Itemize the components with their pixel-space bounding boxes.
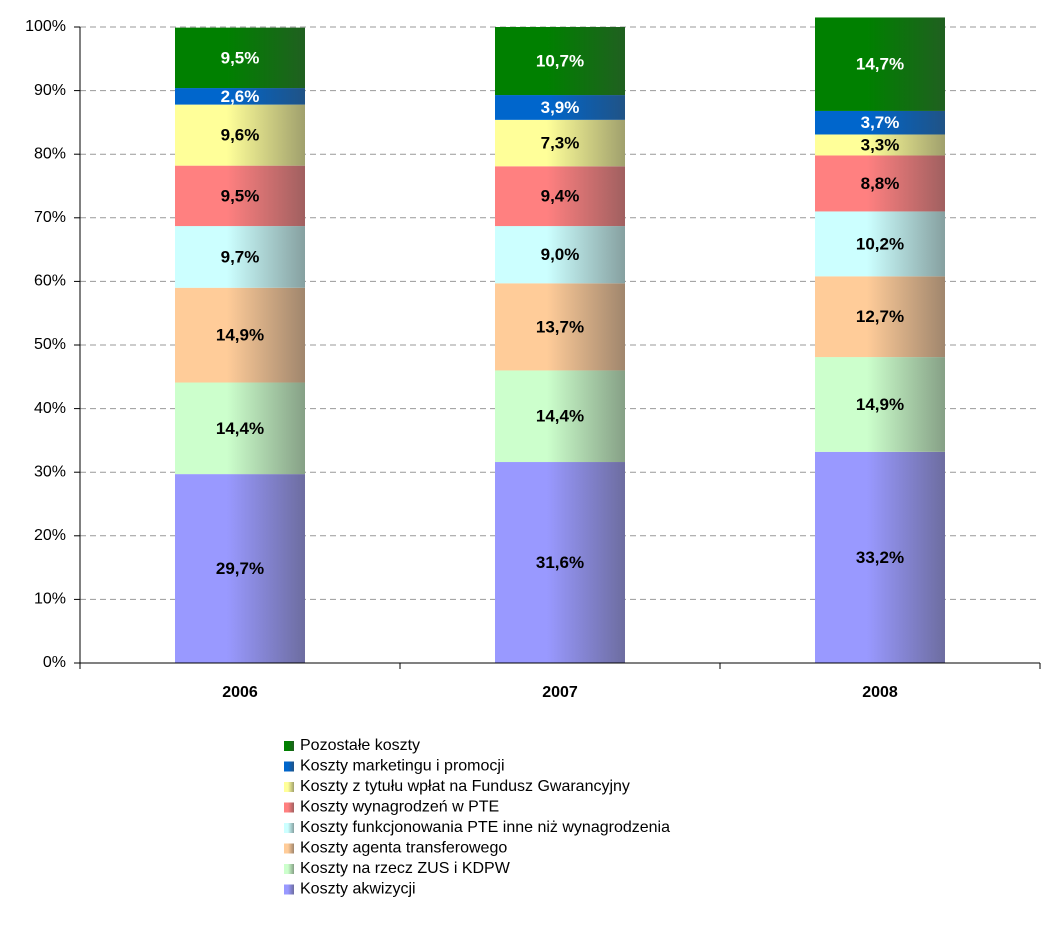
value-label: 14,7%: [856, 55, 904, 74]
bar-segment: [815, 155, 945, 212]
legend-label: Koszty na rzecz ZUS i KDPW: [300, 860, 511, 877]
y-tick-label: 80%: [34, 145, 66, 162]
bar-segment: [495, 119, 625, 167]
bar-segment: [815, 276, 945, 358]
value-label: 14,9%: [216, 326, 264, 345]
bar-segment: [815, 451, 945, 663]
y-tick-label: 90%: [34, 82, 66, 99]
value-label: 3,7%: [861, 113, 900, 132]
y-tick-label: 20%: [34, 527, 66, 544]
legend-swatch: [284, 741, 294, 751]
value-label: 13,7%: [536, 317, 584, 336]
y-tick-label: 50%: [34, 336, 66, 353]
legend-swatch: [284, 843, 294, 854]
bar-segment: [175, 382, 305, 475]
legend-swatch: [284, 802, 294, 813]
value-label: 9,7%: [221, 247, 260, 266]
legend-label: Koszty akwizycji: [300, 881, 416, 898]
value-label: 9,5%: [221, 186, 260, 205]
bar-segment: [175, 474, 305, 663]
bar-segment: [495, 27, 625, 96]
bar-segment: [495, 370, 625, 463]
value-label: 3,9%: [541, 98, 580, 117]
x-tick-label: 2008: [862, 684, 898, 701]
legend-label: Koszty agenta transferowego: [300, 840, 507, 857]
legend-swatch: [284, 823, 294, 833]
legend-label: Pozostałe koszty: [300, 737, 420, 754]
bar-segment: [175, 165, 305, 227]
value-label: 2,6%: [221, 87, 260, 106]
value-label: 9,0%: [541, 245, 580, 264]
x-tick-label: 2006: [222, 684, 258, 701]
y-tick-label: 40%: [34, 400, 66, 417]
legend-swatch: [284, 761, 294, 772]
bar-segment: [175, 287, 305, 383]
legend-swatch: [284, 782, 294, 792]
bar-segment: [495, 226, 625, 284]
y-tick-label: 60%: [34, 273, 66, 290]
legend-label: Koszty funkcjonowania PTE inne niż wynag…: [300, 819, 670, 836]
value-label: 29,7%: [216, 559, 264, 578]
legend-swatch: [284, 864, 294, 874]
bar-segment: [815, 134, 945, 156]
value-label: 10,7%: [536, 52, 584, 71]
value-label: 9,4%: [541, 187, 580, 206]
y-tick-label: 30%: [34, 463, 66, 480]
bar-segment: [815, 357, 945, 452]
value-label: 31,6%: [536, 553, 584, 572]
value-label: 33,2%: [856, 548, 904, 567]
bar-segment: [175, 104, 305, 166]
value-label: 8,8%: [861, 174, 900, 193]
value-label: 14,9%: [856, 395, 904, 414]
legend-label: Koszty marketingu i promocji: [300, 758, 505, 775]
value-label: 10,2%: [856, 234, 904, 253]
value-label: 12,7%: [856, 307, 904, 326]
value-label: 7,3%: [541, 134, 580, 153]
bar-segment: [815, 211, 945, 277]
value-label: 14,4%: [536, 407, 584, 426]
y-tick-label: 10%: [34, 591, 66, 608]
value-label: 14,4%: [216, 419, 264, 438]
bar-segment: [495, 283, 625, 371]
legend-swatch: [284, 884, 294, 895]
value-label: 9,5%: [221, 48, 260, 67]
bar-segment: [175, 27, 305, 89]
y-tick-label: 70%: [34, 209, 66, 226]
y-tick-label: 100%: [25, 18, 66, 35]
value-label: 3,3%: [861, 135, 900, 154]
bar-segment: [175, 88, 305, 105]
bar-segment: [495, 95, 625, 120]
bar-segment: [495, 462, 625, 663]
bar-segment: [815, 17, 945, 111]
bar-segment: [495, 166, 625, 227]
x-tick-label: 2007: [542, 684, 578, 701]
legend-label: Koszty wynagrodzeń w PTE: [300, 799, 499, 816]
legend-label: Koszty z tytułu wpłat na Fundusz Gwaranc…: [300, 778, 630, 795]
bar-segment: [815, 110, 945, 135]
value-label: 9,6%: [221, 126, 260, 145]
y-tick-label: 0%: [43, 654, 66, 671]
bar-segment: [175, 226, 305, 288]
